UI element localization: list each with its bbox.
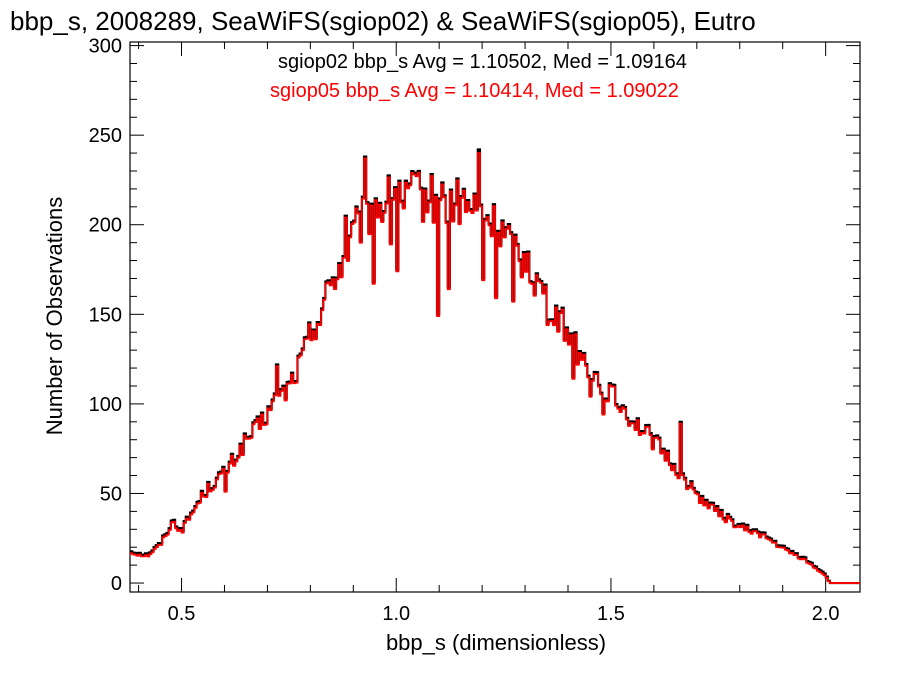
y-axis-label: Number of Observations bbox=[42, 197, 67, 435]
x-tick-label: 2.0 bbox=[812, 603, 840, 625]
chart-title: bbp_s, 2008289, SeaWiFS(sgiop02) & SeaWi… bbox=[10, 6, 756, 36]
x-axis-label: bbp_s (dimensionless) bbox=[386, 630, 606, 655]
plot-frame bbox=[129, 41, 861, 593]
y-tick-label: 0 bbox=[111, 573, 122, 595]
x-tick-label: 1.0 bbox=[382, 603, 410, 625]
series-line-sgiop05 bbox=[130, 152, 860, 584]
x-tick-label: 1.5 bbox=[597, 603, 625, 625]
y-tick-label: 100 bbox=[89, 394, 122, 416]
y-tick-label: 50 bbox=[100, 483, 122, 505]
y-tick-label: 250 bbox=[89, 125, 122, 147]
legend-entry-sgiop05: sgiop05 bbp_s Avg = 1.10414, Med = 1.090… bbox=[270, 80, 679, 102]
y-tick-label: 200 bbox=[89, 215, 122, 237]
x-tick-label: 0.5 bbox=[168, 603, 196, 625]
y-tick-label: 300 bbox=[89, 36, 122, 58]
legend-entry-sgiop02: sgiop02 bbp_s Avg = 1.10502, Med = 1.091… bbox=[278, 51, 687, 73]
plot-area: 0 50 100 150 200 250 300 0.5 1.0 1.5 2.0 bbox=[89, 36, 861, 625]
y-tick-label: 150 bbox=[89, 304, 122, 326]
